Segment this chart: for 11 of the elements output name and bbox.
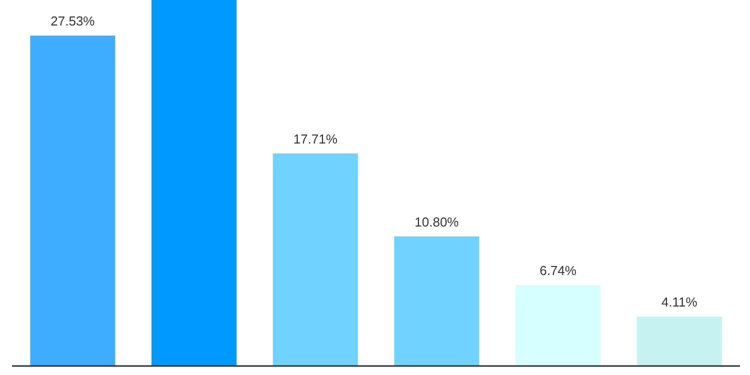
- bar: [516, 285, 601, 366]
- data-label: 10.80%: [414, 214, 460, 230]
- bar: [152, 0, 237, 366]
- data-label: 27.53%: [50, 14, 96, 29]
- bar: [272, 153, 358, 366]
- bar: [394, 236, 480, 366]
- data-label: 17.71%: [293, 131, 338, 146]
- data-label: 4.11%: [661, 294, 698, 310]
- bar: [636, 316, 722, 366]
- data-label: 6.74%: [540, 263, 577, 278]
- bar: [30, 36, 116, 366]
